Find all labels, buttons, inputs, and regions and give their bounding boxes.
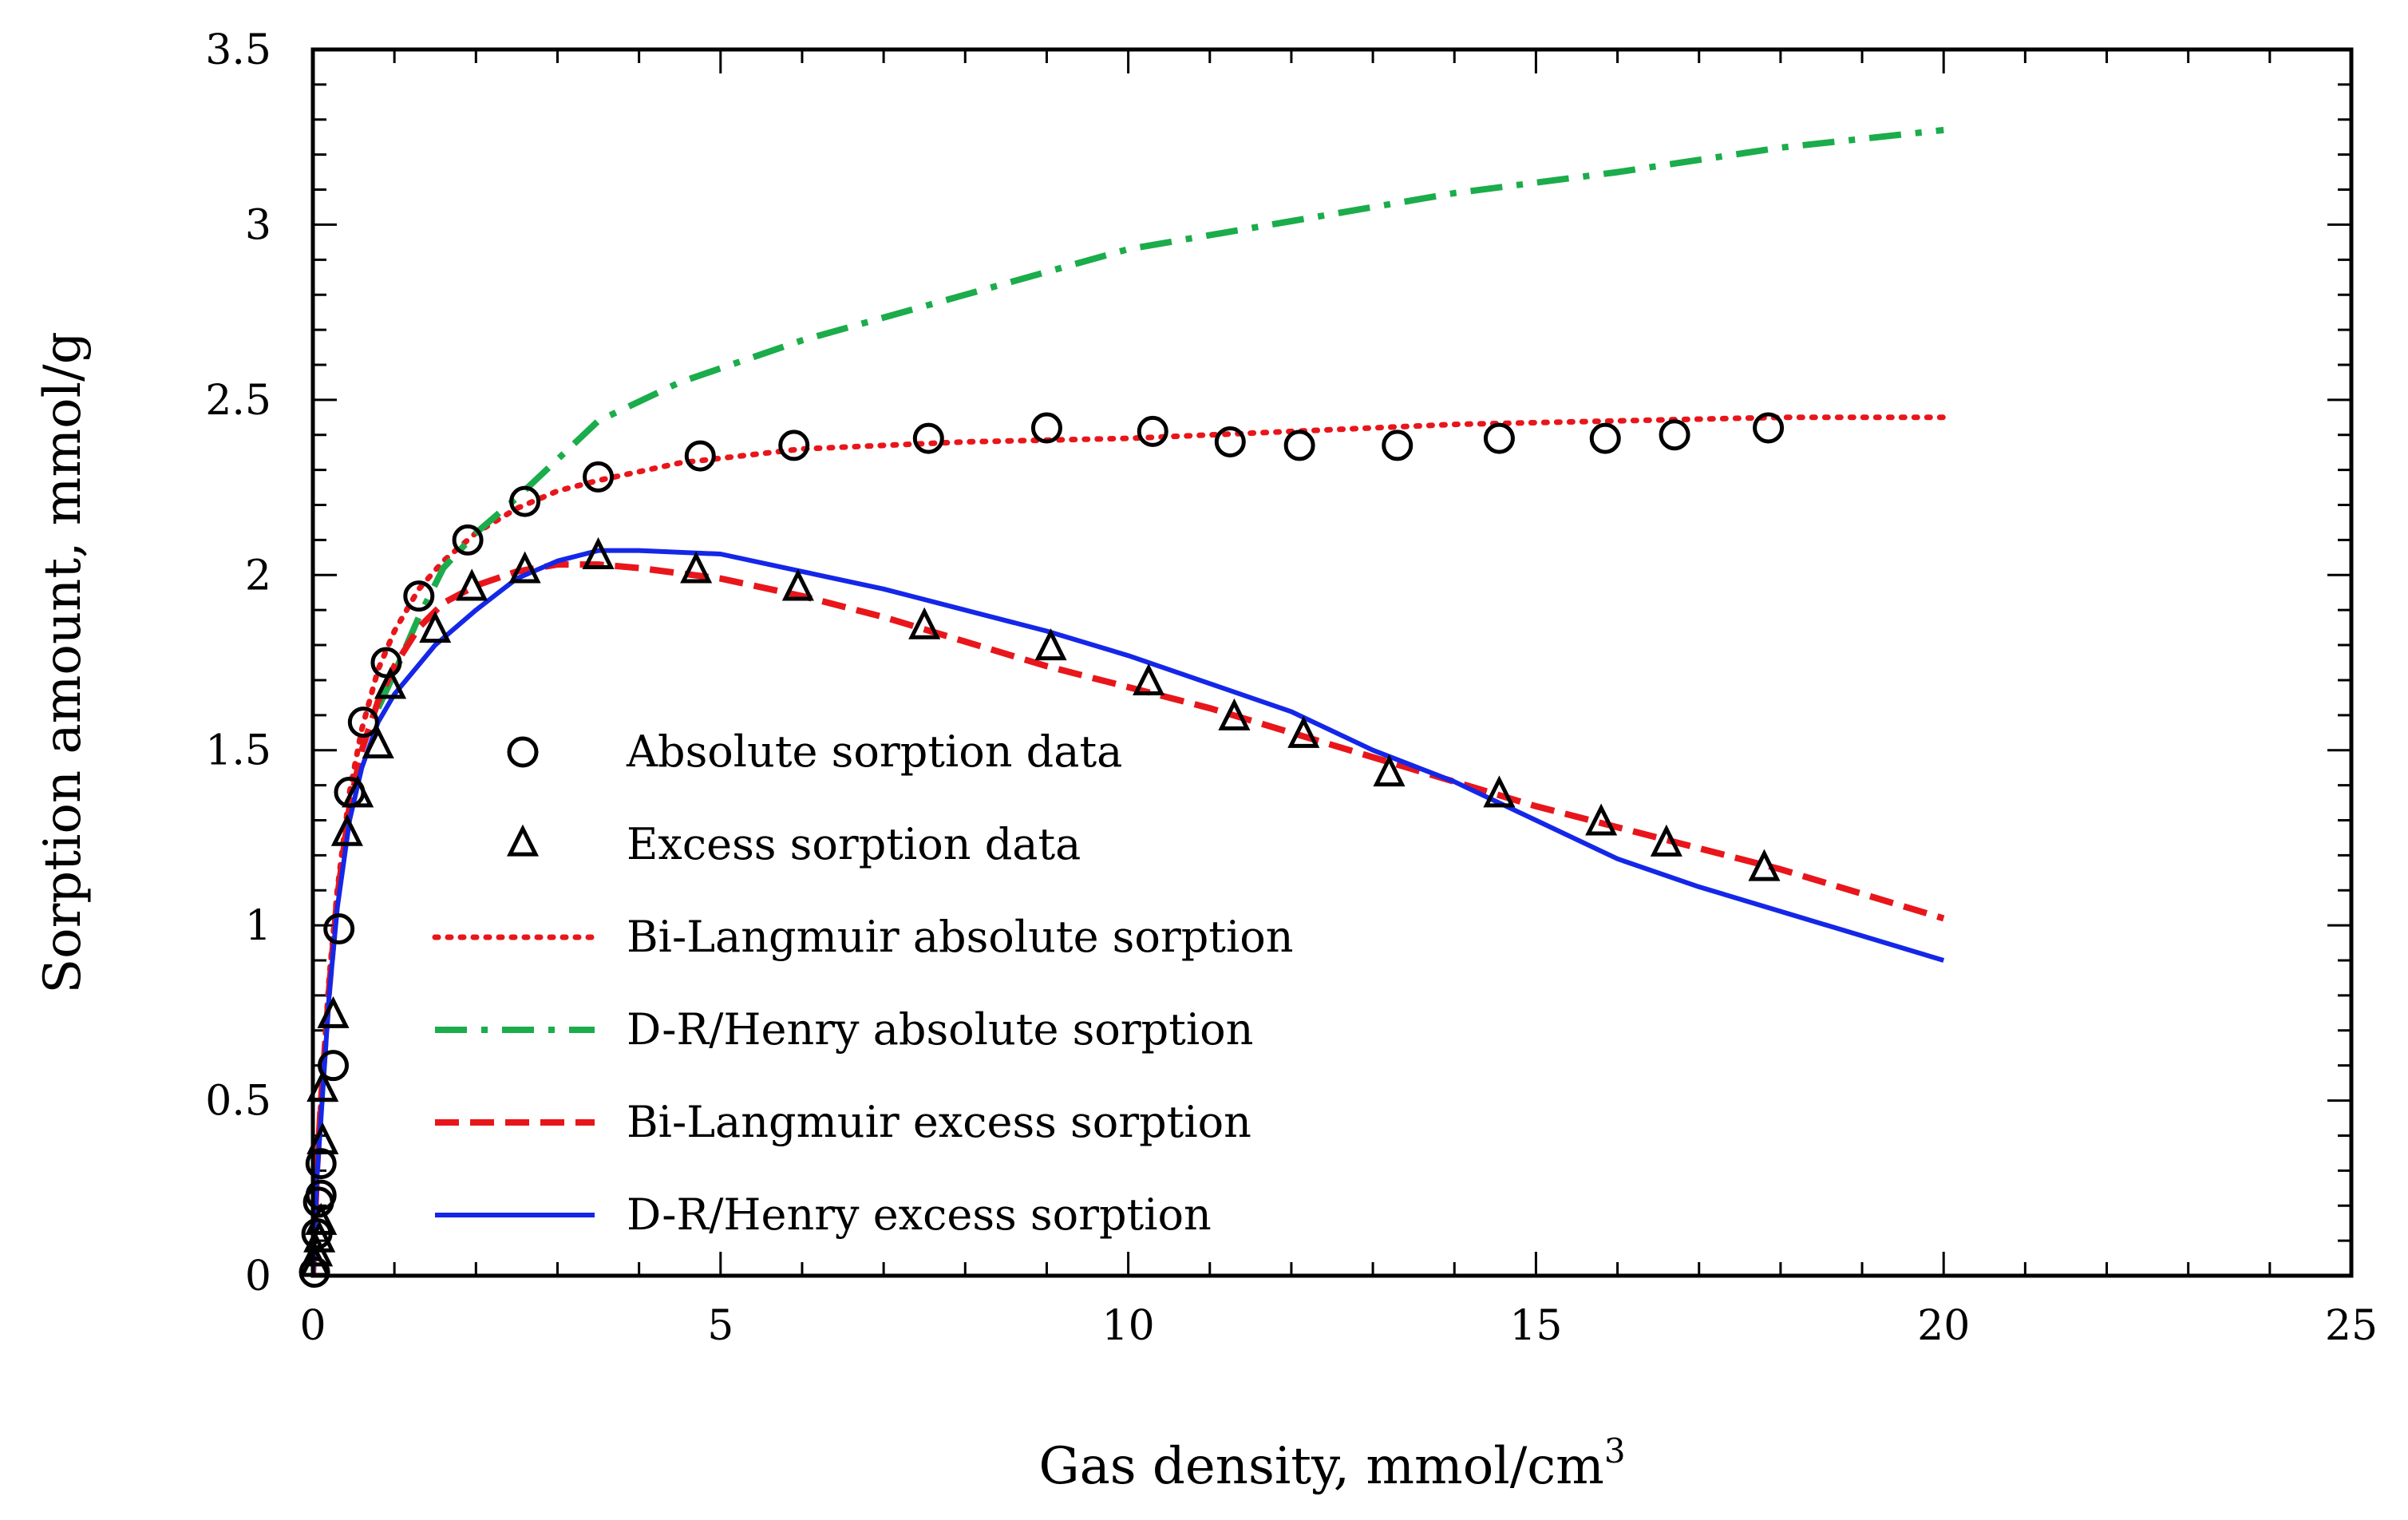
y-tick-label: 3.5 (205, 26, 271, 74)
data-point-triangle (330, 813, 363, 846)
legend-marker-triangle (506, 824, 540, 857)
x-axis-title-superscript: 3 (1604, 1431, 1626, 1471)
data-point-circle (1382, 429, 1414, 461)
data-point-circle (1589, 422, 1621, 454)
data-point-circle (318, 1050, 350, 1082)
data-point-circle (509, 485, 541, 517)
data-point-triangle (362, 726, 394, 758)
data-point-circle (1483, 422, 1515, 454)
data-point-circle (323, 913, 355, 945)
legend-label: Excess sorption data (627, 819, 1081, 869)
legend: Absolute sorption data Excess sorption da… (432, 726, 1294, 1240)
y-tick-label: 1 (245, 902, 271, 950)
x-tick-label: 10 (1102, 1302, 1155, 1350)
data-point-circle (452, 524, 484, 556)
y-tick-label: 0 (245, 1253, 271, 1300)
data-point-triangle (374, 667, 407, 699)
data-point-circle (1753, 412, 1785, 444)
data-point-circle (347, 707, 379, 738)
x-tick-label: 0 (299, 1302, 326, 1350)
y-tick-label: 3 (245, 201, 271, 249)
legend-label: D-R/Henry absolute sorption (627, 1004, 1253, 1055)
data-point-circle (1283, 429, 1315, 461)
data-point-circle (1659, 419, 1690, 451)
data-point-triangle (306, 1122, 339, 1154)
data-point-circle (1214, 426, 1246, 458)
series-markers (299, 412, 1785, 1288)
tick-labels: 0 5 10 15 20 25 0 0.5 1 1.5 2 2.5 3 3.5 (205, 26, 2378, 1350)
data-point-triangle (1034, 628, 1067, 661)
data-point-circle (305, 1148, 337, 1180)
data-point-circle (1137, 415, 1168, 447)
data-point-triangle (582, 536, 615, 570)
data-point-triangle (456, 568, 488, 601)
data-point-triangle (781, 568, 814, 601)
y-tick-label: 1.5 (205, 727, 271, 775)
data-point-circle (684, 440, 716, 472)
data-point-triangle (1287, 715, 1320, 748)
legend-label: Bi-Langmuir absolute sorption (627, 912, 1294, 962)
y-axis-title: Sorption amount, mmol/g (34, 331, 93, 993)
legend-marker-circle (507, 736, 539, 768)
data-point-triangle (1483, 775, 1516, 808)
plot-frame (310, 47, 2354, 1278)
x-axis-title: Gas density, mmol/cm3 (1038, 1431, 1625, 1496)
data-point-triangle (342, 775, 374, 808)
legend-label: D-R/Henry excess sorption (627, 1189, 1212, 1240)
x-tick-label: 5 (707, 1302, 733, 1350)
data-point-triangle (680, 551, 713, 584)
data-point-circle (403, 580, 435, 612)
y-tick-label: 0.5 (205, 1078, 271, 1126)
x-tick-label: 20 (1917, 1302, 1970, 1350)
x-tick-label: 25 (2325, 1302, 2378, 1350)
data-point-circle (912, 422, 944, 454)
data-point-circle (583, 461, 615, 493)
data-point-triangle (1650, 824, 1682, 857)
x-tick-label: 15 (1509, 1302, 1562, 1350)
data-point-triangle (1133, 663, 1165, 695)
data-point-triangle (419, 611, 452, 643)
series-line-d-r-henry-absolute-sorption (375, 126, 1944, 710)
x-axis-title-text: Gas density, mmol/cm (1038, 1437, 1603, 1496)
data-point-triangle (908, 607, 941, 639)
data-point-triangle (306, 1069, 339, 1102)
legend-label: Absolute sorption data (626, 726, 1122, 777)
legend-label: Bi-Langmuir excess sorption (627, 1097, 1251, 1147)
data-point-triangle (1373, 754, 1406, 787)
data-point-circle (778, 429, 810, 461)
data-point-triangle (508, 551, 541, 584)
data-point-triangle (1748, 849, 1781, 881)
data-point-triangle (317, 996, 350, 1028)
y-tick-label: 2.5 (205, 377, 271, 425)
data-point-circle (1030, 412, 1062, 444)
data-point-triangle (1218, 698, 1251, 730)
y-tick-label: 2 (245, 552, 271, 600)
data-point-triangle (1585, 803, 1618, 836)
